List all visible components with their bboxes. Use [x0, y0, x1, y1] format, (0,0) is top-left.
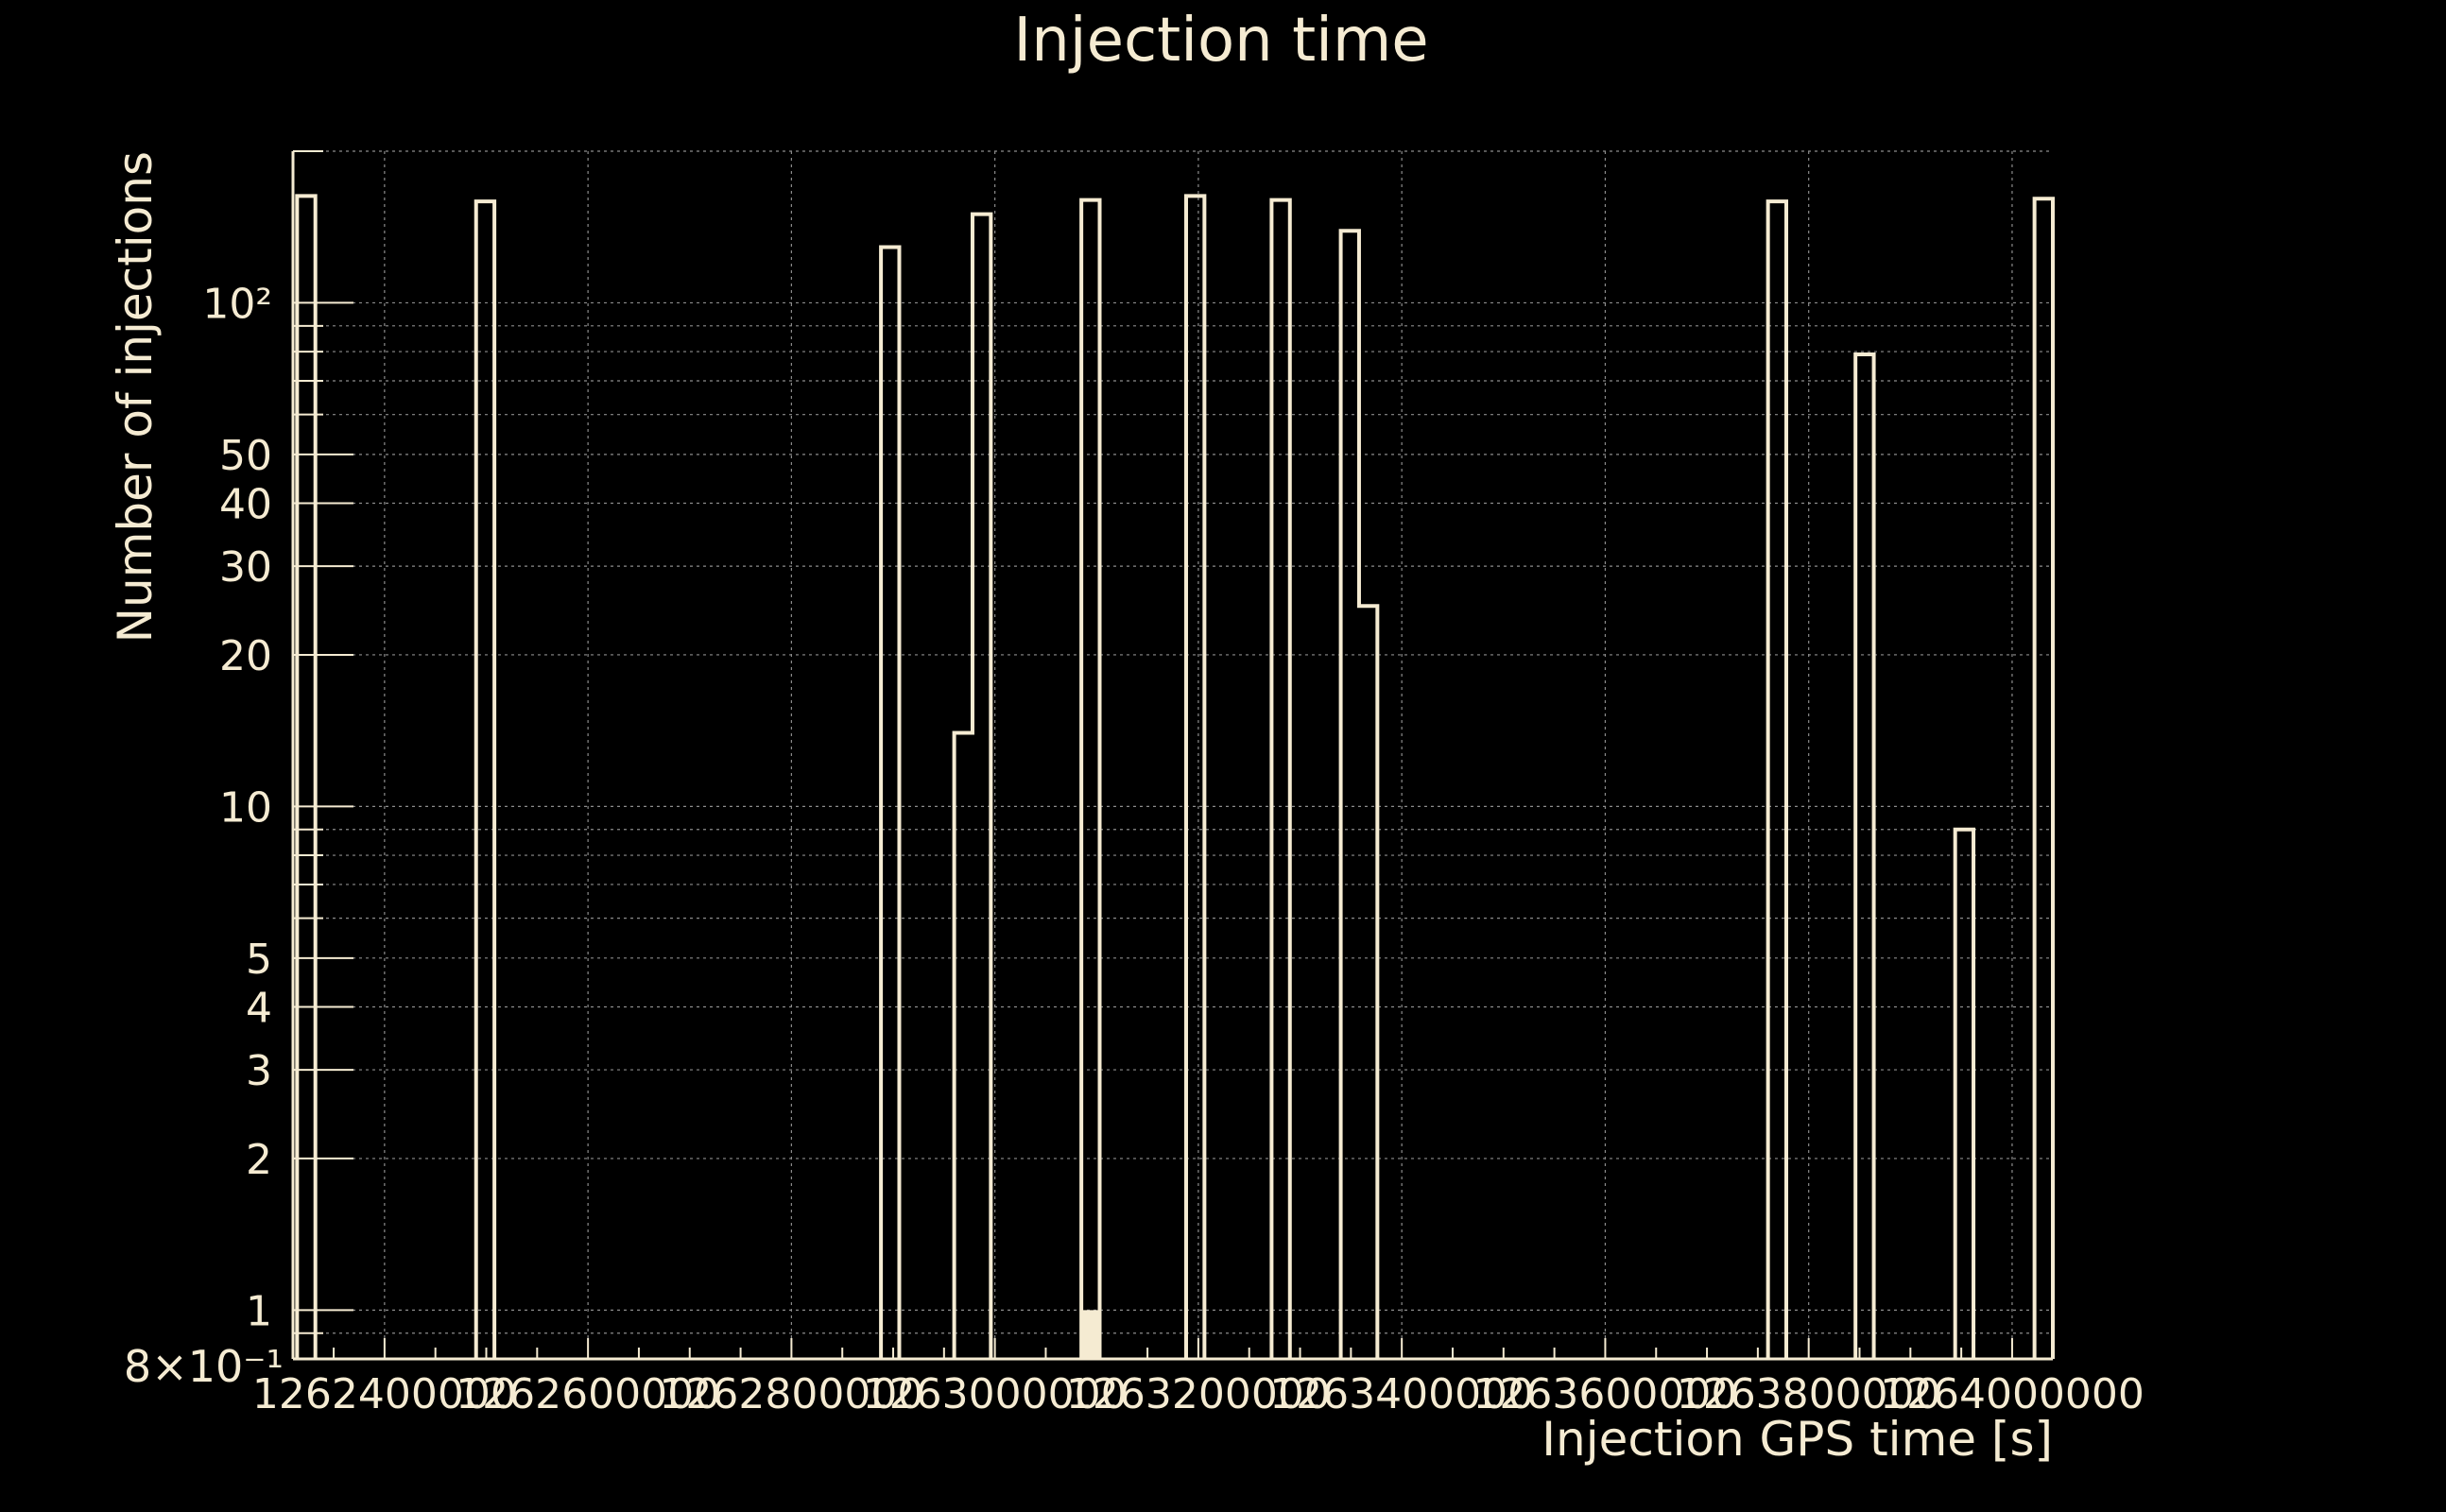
y-tick-label: 1	[246, 1287, 272, 1335]
histogram-bar	[952, 212, 993, 1359]
y-tick-label: 5	[246, 936, 272, 984]
histogram-bar	[879, 245, 902, 1359]
x-tick-label: 1264000000	[1880, 1370, 2145, 1418]
histogram-bar	[2032, 197, 2055, 1359]
y-tick-label: 2	[246, 1136, 272, 1184]
histogram-bar	[474, 199, 497, 1359]
y-tick-label: 10²	[202, 280, 272, 328]
x-tick-label: 1263200000	[1066, 1370, 1331, 1418]
x-tick-label: 1262800000	[659, 1370, 923, 1418]
histogram-bar	[295, 194, 318, 1359]
y-tick-label: 50	[219, 432, 272, 480]
y-tick-label: 10	[219, 783, 272, 832]
histogram-bar	[1338, 229, 1380, 1359]
histogram-bar	[1269, 198, 1292, 1359]
x-tick-label: 1263600000	[1473, 1370, 1737, 1418]
grid	[293, 150, 2053, 1360]
ticks: 12345102030405010²1262400000126260000012…	[202, 150, 2145, 1418]
y-tick-label: 20	[219, 632, 272, 680]
histogram-bar	[1079, 198, 1102, 1359]
x-tick-label: 1263000000	[863, 1370, 1128, 1418]
y-tick-label: 30	[219, 543, 272, 592]
y-min-label: 8×10⁻¹	[124, 1341, 284, 1392]
x-axis-label: Injection GPS time [s]	[1542, 1412, 2053, 1467]
x-tick-label: 1262400000	[252, 1370, 517, 1418]
histogram-bar	[1853, 352, 1876, 1359]
histogram-bar	[1766, 199, 1789, 1359]
x-tick-label: 1263800000	[1677, 1370, 1941, 1418]
histogram-bar	[1953, 827, 1976, 1359]
histogram-bar	[1183, 194, 1207, 1359]
y-tick-label: 4	[246, 984, 272, 1032]
chart-title: Injection time	[1013, 6, 1428, 76]
histogram-bars	[295, 194, 2055, 1359]
x-tick-label: 1262600000	[456, 1370, 720, 1418]
x-tick-label: 1263400000	[1269, 1370, 1534, 1418]
y-tick-label: 40	[219, 481, 272, 529]
filled-histogram-bar	[1081, 1310, 1100, 1359]
y-tick-label: 3	[246, 1047, 272, 1095]
y-axis-label: Number of injections	[108, 151, 163, 643]
